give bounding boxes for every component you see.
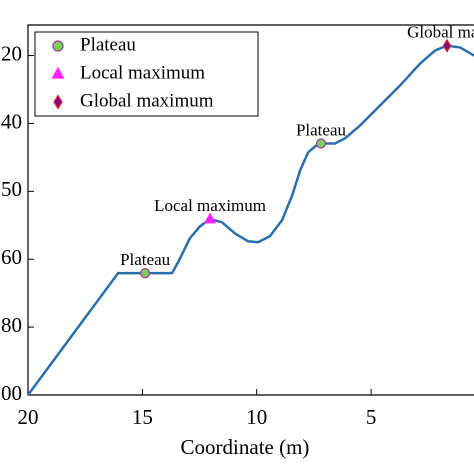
marker [204,212,217,224]
x-tick-label: 20 [18,405,39,429]
legend-label: Local maximum [80,62,205,83]
y-tick-label: 50 [1,177,22,201]
y-tick-label: 00 [1,381,22,405]
data-line [26,44,474,396]
x-tick-label: 15 [132,405,153,429]
legend-marker [52,40,64,52]
legend-marker [51,66,65,79]
legend-marker [53,94,63,110]
marker [140,268,151,279]
annotation: Plateau [296,120,347,139]
y-tick-label: 60 [1,245,22,269]
marker [315,138,327,149]
x-tick-label: 10 [246,405,267,429]
x-axis-label: Coordinate (m) [181,435,310,459]
legend-label: Plateau [80,34,136,55]
legend-box [34,31,259,117]
annotation: Global max [407,23,474,42]
annotation: Local maximum [154,196,266,215]
y-tick-label: 80 [1,313,22,337]
y-tick-label: 20 [1,41,22,65]
marker [442,38,452,53]
annotation: Plateau [120,250,171,269]
y-tick-label: 40 [1,109,22,133]
legend-label: Global maximum [80,90,214,111]
axis-frame [27,24,474,396]
x-tick-label: 5 [366,405,377,429]
